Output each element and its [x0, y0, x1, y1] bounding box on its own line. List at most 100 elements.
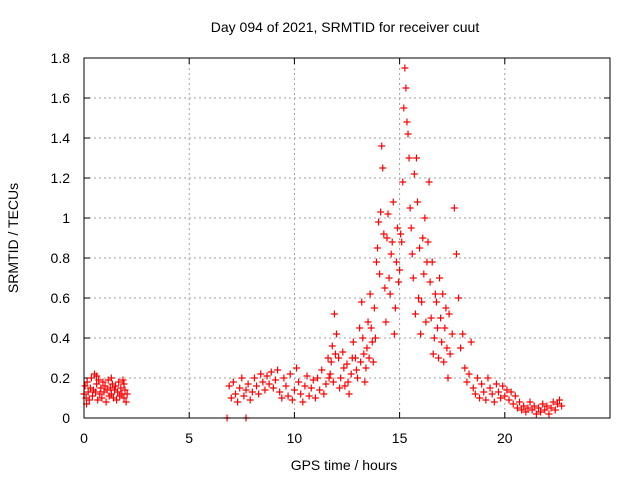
data-point	[364, 318, 372, 326]
data-point	[271, 376, 279, 384]
data-point	[484, 374, 492, 382]
data-point	[359, 334, 367, 342]
data-point	[386, 290, 394, 298]
data-point	[501, 392, 509, 400]
y-tick-label: 1.8	[51, 50, 71, 66]
data-point	[401, 64, 409, 72]
data-point	[478, 380, 486, 388]
y-tick-label: 0.8	[51, 250, 71, 266]
data-point	[329, 378, 337, 386]
data-point	[450, 204, 458, 212]
data-point	[422, 318, 430, 326]
data-point	[383, 234, 391, 242]
data-point	[81, 382, 89, 390]
data-point	[381, 284, 389, 292]
data-point	[393, 224, 401, 232]
data-point	[522, 408, 530, 416]
data-point	[339, 348, 347, 356]
data-point	[107, 374, 115, 382]
data-point	[428, 258, 436, 266]
data-point	[325, 374, 333, 382]
data-point	[347, 370, 355, 378]
data-point	[408, 250, 416, 258]
data-point	[438, 338, 446, 346]
data-point	[431, 290, 439, 298]
data-point	[387, 250, 395, 258]
data-point	[242, 386, 250, 394]
data-point	[452, 250, 460, 258]
data-point	[499, 382, 507, 390]
data-point	[121, 386, 129, 394]
data-point	[392, 258, 400, 266]
data-point	[377, 208, 385, 216]
data-point	[530, 402, 538, 410]
y-axis-label: SRMTID / TECUs	[5, 183, 21, 293]
data-point	[253, 382, 261, 390]
data-point	[410, 170, 418, 178]
data-point	[117, 384, 125, 392]
data-point	[420, 270, 428, 278]
data-point	[257, 370, 265, 378]
data-point	[229, 378, 237, 386]
data-point	[119, 376, 127, 384]
x-tick-label: 0	[80, 430, 88, 446]
data-point	[87, 374, 95, 382]
data-point	[471, 390, 479, 398]
data-point	[413, 198, 421, 206]
data-point	[402, 84, 410, 92]
data-point	[112, 382, 120, 390]
data-point	[225, 382, 233, 390]
data-point	[326, 370, 334, 378]
data-point	[396, 266, 404, 274]
data-point	[429, 350, 437, 358]
data-point	[123, 390, 131, 398]
data-point	[419, 234, 427, 242]
data-point	[250, 374, 258, 382]
data-point	[290, 386, 298, 394]
x-axis-label: GPS time / hours	[291, 457, 398, 473]
data-point	[327, 358, 335, 366]
data-point	[297, 390, 305, 398]
data-point	[421, 214, 429, 222]
data-point	[520, 402, 528, 410]
data-point	[543, 402, 551, 410]
data-point	[335, 354, 343, 362]
data-point	[490, 398, 498, 406]
data-point	[293, 364, 301, 372]
x-tick-label: 15	[392, 430, 408, 446]
data-point	[518, 406, 526, 414]
data-point	[84, 388, 92, 396]
data-point	[367, 324, 375, 332]
data-point	[379, 164, 387, 172]
data-point	[439, 290, 447, 298]
data-point	[343, 360, 351, 368]
data-point	[442, 304, 450, 312]
data-point	[537, 408, 545, 416]
data-point	[389, 198, 397, 206]
data-point	[391, 304, 399, 312]
data-point	[362, 364, 370, 372]
data-point	[246, 396, 254, 404]
data-point	[336, 384, 344, 392]
data-point	[92, 388, 100, 396]
data-point	[328, 342, 336, 350]
data-point	[404, 130, 412, 138]
data-point	[409, 274, 417, 282]
data-point	[430, 334, 438, 342]
data-point	[263, 372, 271, 380]
data-point	[356, 324, 364, 332]
data-point	[122, 398, 130, 406]
data-point	[280, 374, 288, 382]
data-point	[384, 210, 392, 218]
data-point	[98, 394, 106, 402]
data-point	[337, 374, 345, 382]
data-point	[461, 364, 469, 372]
data-point	[448, 330, 456, 338]
data-point	[412, 154, 420, 162]
data-point	[352, 366, 360, 374]
data-point	[435, 354, 443, 362]
data-point	[97, 384, 105, 392]
data-point	[437, 314, 445, 322]
data-point	[255, 390, 263, 398]
data-point	[436, 274, 444, 282]
